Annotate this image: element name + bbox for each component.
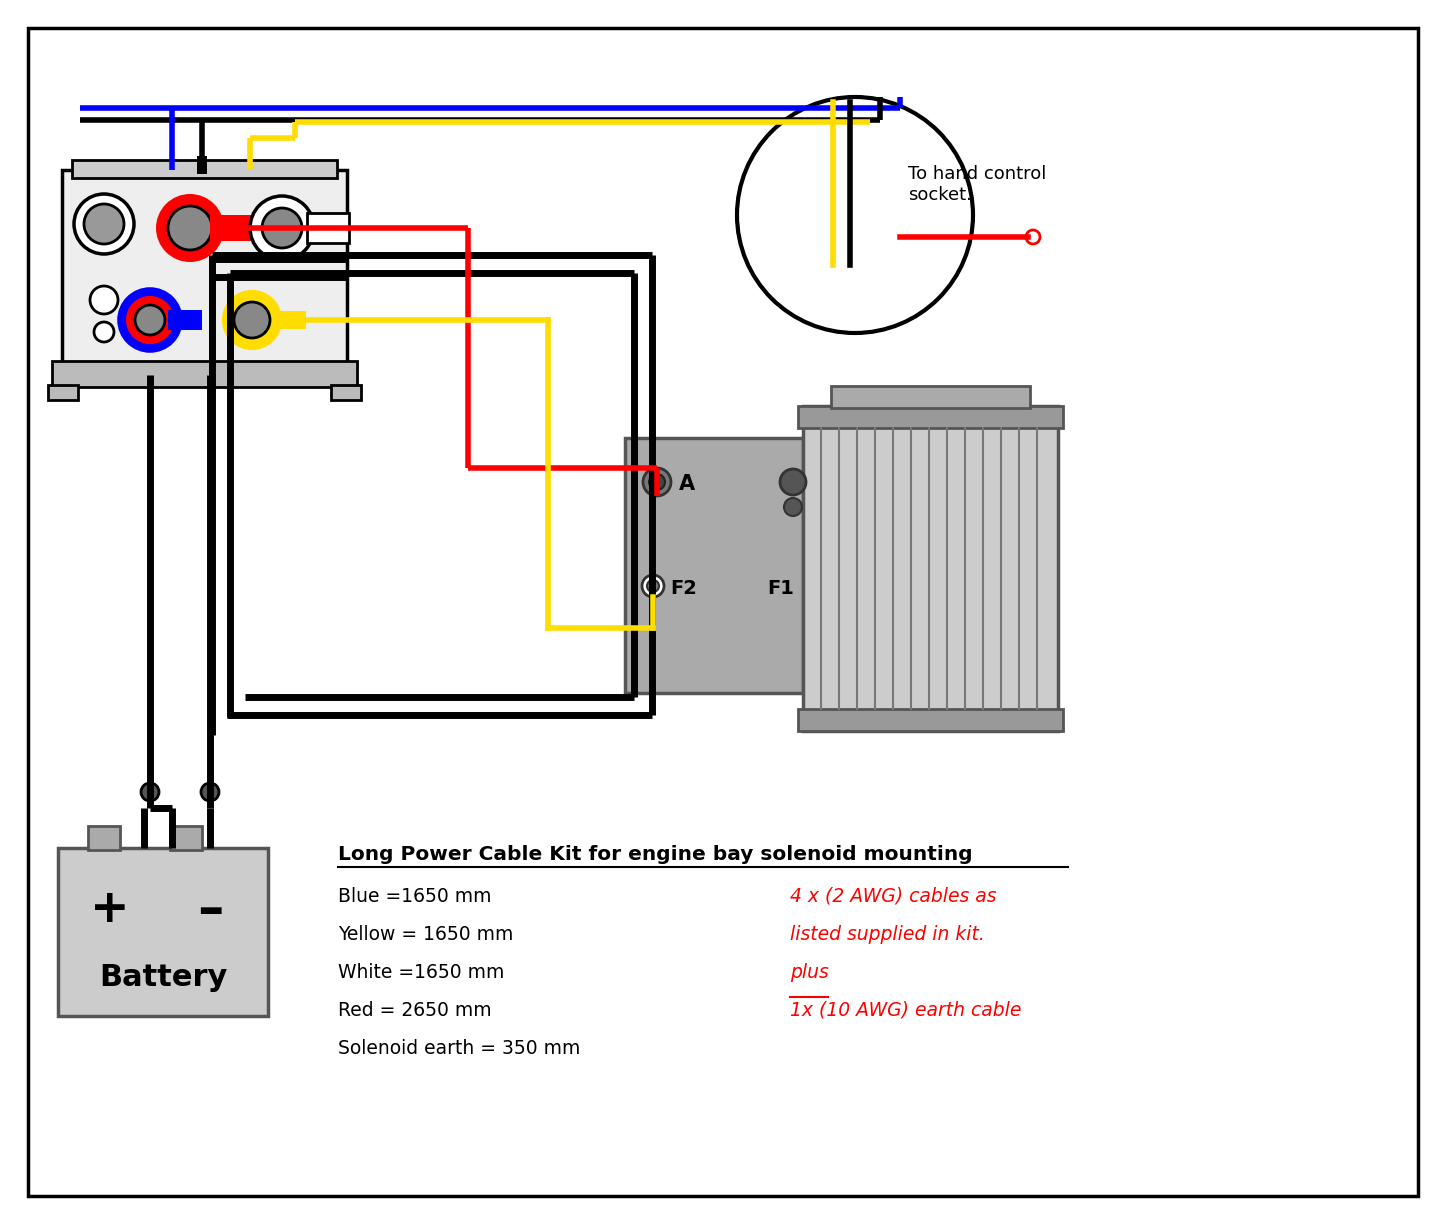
Circle shape (234, 302, 270, 338)
Bar (88, 826, 120, 850)
Bar (626, 438, 803, 693)
Circle shape (129, 297, 172, 342)
Bar (197, 156, 207, 175)
Text: 4 x (2 AWG) cables as: 4 x (2 AWG) cables as (790, 887, 997, 906)
Circle shape (224, 293, 280, 348)
Circle shape (120, 290, 181, 350)
Bar (306, 213, 350, 243)
Bar (62, 170, 347, 375)
Text: Red = 2650 mm: Red = 2650 mm (338, 1000, 491, 1020)
Bar (52, 361, 357, 387)
Bar (831, 386, 1030, 408)
Circle shape (90, 286, 118, 313)
Bar (210, 215, 270, 241)
Text: Solenoid earth = 350 mm: Solenoid earth = 350 mm (338, 1039, 581, 1058)
Text: F2: F2 (670, 579, 696, 597)
Bar (48, 385, 78, 399)
Circle shape (201, 783, 220, 801)
Circle shape (84, 204, 124, 245)
Circle shape (134, 305, 165, 336)
Bar (272, 311, 306, 329)
Circle shape (649, 474, 665, 490)
Circle shape (262, 208, 302, 248)
Circle shape (642, 575, 665, 597)
Circle shape (643, 468, 670, 497)
Text: A: A (679, 474, 695, 494)
Circle shape (168, 206, 212, 249)
Text: plus: plus (790, 964, 829, 982)
Text: listed supplied in kit.: listed supplied in kit. (790, 925, 985, 944)
Circle shape (74, 194, 134, 254)
Circle shape (780, 469, 806, 495)
Circle shape (647, 580, 659, 592)
Circle shape (737, 97, 972, 333)
Bar (168, 310, 202, 331)
Bar (58, 848, 267, 1016)
Text: Yellow = 1650 mm: Yellow = 1650 mm (338, 925, 513, 944)
Text: Blue =1650 mm: Blue =1650 mm (338, 887, 491, 906)
Text: To hand control
socket.: To hand control socket. (907, 165, 1046, 204)
Text: –: – (197, 884, 223, 936)
Circle shape (94, 322, 114, 342)
Bar (171, 826, 202, 850)
Circle shape (1026, 230, 1040, 245)
Bar (803, 406, 1058, 731)
Text: 1x (10 AWG) earth cable: 1x (10 AWG) earth cable (790, 1000, 1022, 1020)
Text: F1: F1 (767, 579, 793, 597)
Bar (331, 385, 361, 399)
Circle shape (142, 783, 159, 801)
Text: +: + (90, 887, 130, 933)
Text: Battery: Battery (98, 964, 227, 993)
Bar (798, 709, 1064, 731)
Text: Long Power Cable Kit for engine bay solenoid mounting: Long Power Cable Kit for engine bay sole… (338, 846, 972, 864)
Circle shape (156, 194, 224, 262)
Bar (72, 160, 337, 178)
Circle shape (250, 195, 314, 261)
Circle shape (785, 498, 802, 516)
Text: White =1650 mm: White =1650 mm (338, 964, 504, 982)
Bar (798, 406, 1064, 428)
